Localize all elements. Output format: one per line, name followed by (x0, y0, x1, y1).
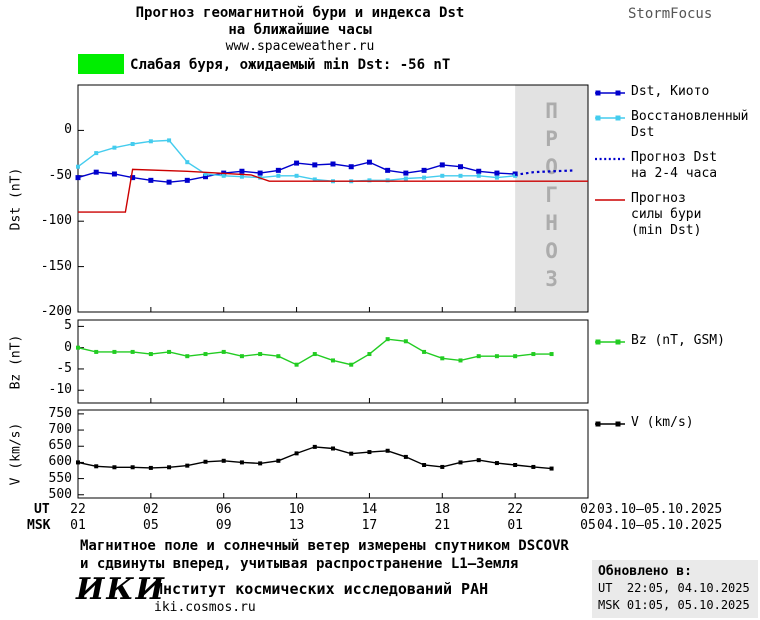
y-tick-label: 700 (48, 422, 72, 438)
org-website: iki.cosmos.ru (154, 600, 256, 615)
legend-swatch-marker-line (595, 90, 625, 96)
y-tick-label: 0 (64, 339, 72, 355)
x-tick-ut: 02 (580, 502, 596, 517)
updated-box: Обновлено в: UT 22:05, 04.10.2025 MSK 01… (592, 560, 758, 618)
legend-swatch-marker-line (595, 339, 625, 345)
figure-title-line1: Прогноз геомагнитной бури и индекса Dst (135, 5, 465, 21)
y-tick-label: -5 (56, 360, 72, 376)
y-tick-label: 500 (48, 486, 72, 502)
updated-msk-time: MSK 01:05, 05.10.2025 (598, 598, 750, 612)
y-tick-label: -200 (40, 304, 72, 319)
bz-chart (76, 319, 589, 404)
legend-item: Прогноз Dst на 2-4 часа (594, 150, 760, 182)
y-tick-label: 600 (48, 454, 72, 470)
y-tick-label: 5 (64, 318, 72, 334)
legend-item: Dst, Киото (594, 84, 760, 100)
x-tick-msk: 01 (70, 518, 86, 533)
legend-label: Прогноз силы бури (min Dst) (631, 191, 702, 238)
msk-date-range: 04.10–05.10.2025 (597, 518, 723, 533)
legend-item: V (km/s) (594, 415, 760, 431)
x-tick-ut: 18 (434, 502, 451, 517)
legend-item: Прогноз силы бури (min Dst) (594, 191, 760, 239)
updated-ut-time: UT 22:05, 04.10.2025 (598, 581, 750, 595)
ut-date-range: 03.10–05.10.2025 (597, 502, 723, 517)
v-chart (76, 409, 589, 499)
x-tick-msk: 09 (215, 518, 232, 533)
x-tick-msk: 05 (580, 518, 596, 533)
legend-item: Восстановленный Dst (594, 109, 760, 141)
iki-logo: ИКИ (76, 572, 166, 607)
updated-label: Обновлено в: (598, 564, 692, 579)
y-tick-label: 750 (48, 405, 72, 421)
y-tick-label: 550 (48, 470, 72, 486)
x-tick-ut: 02 (143, 502, 159, 517)
y-tick-label: -50 (48, 167, 72, 183)
y-axis-label-bz: Bz (nT) (8, 334, 24, 389)
y-axis-label-dst: Dst (nT) (8, 167, 24, 230)
msk-row-label: MSK (27, 518, 51, 533)
y-tick-label: 0 (64, 122, 72, 138)
legend-label: Bz (nT, GSM) (631, 333, 725, 348)
v-legend: V (km/s) (594, 415, 760, 440)
brand-label: StormFocus (628, 6, 713, 22)
org-name: Институт космических исследований РАН (154, 580, 489, 598)
legend-swatch-marker-line (595, 115, 625, 121)
footnote-line1: Магнитное поле и солнечный ветер измерен… (80, 538, 569, 554)
x-tick-msk: 17 (361, 518, 378, 533)
x-tick-ut: 06 (215, 502, 232, 517)
y-tick-label: -100 (40, 213, 72, 229)
y-axis-label-v: V (km/s) (8, 422, 24, 486)
x-tick-msk: 01 (507, 518, 523, 533)
legend-label: Dst, Киото (631, 84, 710, 99)
legend-label: Восстановленный Dst (631, 109, 749, 140)
x-tick-ut: 14 (361, 502, 378, 517)
storm-level-swatch (78, 54, 124, 74)
x-tick-msk: 21 (434, 518, 451, 533)
x-tick-ut: 10 (288, 502, 305, 517)
storm-alert-text: Слабая буря, ожидаемый min Dst: -56 nT (130, 57, 451, 73)
legend-swatch-marker-line (595, 421, 625, 427)
website-url: www.spaceweather.ru (225, 39, 375, 54)
y-tick-label: -150 (40, 258, 72, 274)
x-tick-msk: 13 (288, 518, 305, 533)
dst-legend: Dst, Киото Восстановленный Dst Прогноз Dst н… (594, 84, 760, 248)
legend-swatch-dotted (595, 157, 625, 161)
footnote-line2: и сдвинуты вперед, учитывая распростране… (80, 556, 519, 572)
legend-swatch-line (595, 199, 625, 201)
bz-legend: Bz (nT, GSM) (594, 333, 760, 358)
legend-label: Прогноз Dst на 2-4 часа (631, 150, 718, 181)
x-tick-ut: 22 (507, 502, 523, 517)
legend-label: V (km/s) (631, 415, 694, 430)
y-tick-label: 650 (48, 438, 72, 454)
ut-row-label: UT (34, 502, 50, 517)
x-tick-msk: 05 (143, 518, 159, 533)
y-tick-label: -10 (48, 382, 72, 398)
figure-title-line2: на ближайшие часы (228, 22, 372, 38)
x-tick-ut: 22 (70, 502, 86, 517)
legend-item: Bz (nT, GSM) (594, 333, 760, 349)
